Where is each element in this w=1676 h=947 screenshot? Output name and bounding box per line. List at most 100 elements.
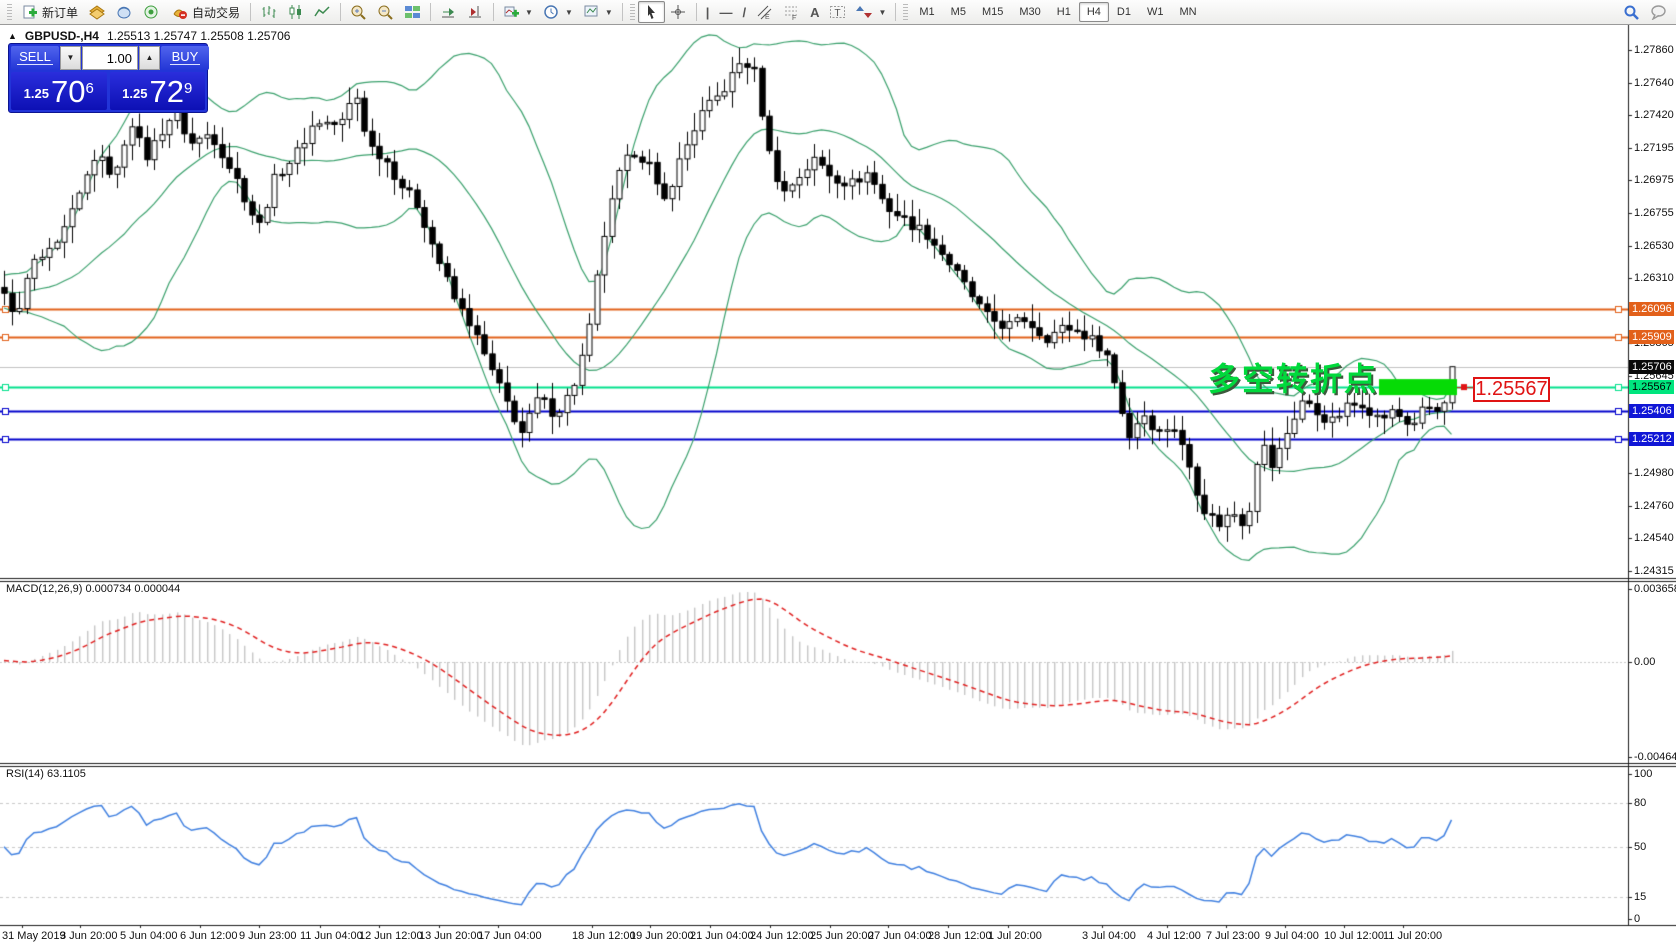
time-tick-label: 1 Jul 20:00	[988, 930, 1042, 942]
line-chart-button[interactable]	[309, 1, 336, 23]
rsi-axis-label: 100	[1634, 768, 1653, 780]
text-label-tool-button[interactable]: T	[824, 1, 851, 23]
svg-text:E: E	[765, 14, 770, 20]
oneclick-collapse-arrow[interactable]: ▲	[8, 31, 17, 41]
one-click-trading-panel: SELL ▼ ▲ BUY 1.25 70 6 1.25 72 9	[8, 43, 209, 113]
svg-text:T: T	[835, 8, 841, 19]
volume-decrease-button[interactable]: ▼	[60, 46, 81, 70]
svg-text:F: F	[792, 15, 796, 20]
chart-shift-button[interactable]	[462, 1, 489, 23]
vertical-line-tool-button[interactable]: |	[701, 1, 715, 23]
crosshair-tool-button[interactable]	[665, 1, 692, 23]
bar-chart-icon	[262, 6, 276, 18]
rsi-axis-label: 80	[1634, 797, 1647, 809]
templates-button[interactable]: ▼	[578, 1, 618, 23]
zoom-in-button[interactable]	[345, 1, 372, 23]
zoom-out-button[interactable]	[372, 1, 399, 23]
volume-input[interactable]	[82, 46, 138, 70]
search-icon	[1624, 5, 1639, 20]
fibonacci-icon: F	[785, 6, 798, 20]
indicators-button[interactable]: ▼	[498, 1, 538, 23]
price-tick-label: 1.27420	[1634, 109, 1674, 121]
terminal-icon	[117, 6, 131, 19]
autotrading-label: 自动交易	[192, 5, 241, 20]
sell-price-big: 70	[50, 74, 86, 109]
timeframe-d1-button[interactable]: D1	[1116, 6, 1131, 18]
time-tick-label: 9 Jun 23:00	[239, 930, 297, 942]
auto-scroll-button[interactable]	[435, 1, 462, 23]
toolbar-grip	[7, 4, 12, 20]
timeframe-m5-button[interactable]: M5	[950, 6, 966, 18]
macd-indicator-label: MACD(12,26,9) 0.000734 0.000044	[6, 583, 181, 595]
buy-price-pip: 9	[183, 80, 193, 97]
buy-price-tile[interactable]: 1.25 72 9	[109, 72, 205, 110]
fibonacci-tool-button[interactable]: F	[778, 1, 805, 23]
chart-ohlc-values: 1.25513 1.25747 1.25508 1.25706	[106, 29, 291, 43]
trendline-tool-button[interactable]: /	[737, 1, 751, 23]
tile-windows-button[interactable]	[399, 1, 426, 23]
chat-button[interactable]	[1645, 1, 1672, 23]
new-order-button[interactable]: 新订单	[15, 1, 84, 23]
price-callout-label[interactable]: 1.25567	[1473, 377, 1550, 402]
sell-button[interactable]: SELL	[11, 46, 59, 70]
toolbar-grip	[903, 4, 909, 20]
data-center-button[interactable]	[138, 1, 165, 23]
autotrading-button[interactable]: 自动交易	[165, 1, 246, 23]
bar-chart-button[interactable]	[255, 1, 282, 23]
time-tick-label: 27 Jun 04:00	[868, 930, 932, 942]
price-level-tag: 1.25909	[1629, 329, 1674, 344]
price-tick-label: 1.24315	[1634, 564, 1674, 577]
indicators-dropdown-arrow[interactable]: ▼	[525, 7, 533, 17]
sell-price-tile[interactable]: 1.25 70 6	[11, 72, 107, 110]
search-button[interactable]	[1618, 1, 1645, 23]
crosshair-icon	[670, 5, 685, 19]
chart-symbol-period: GBPUSD-,H4	[24, 29, 99, 43]
price-level-tag: 1.25567	[1629, 380, 1674, 395]
buy-button[interactable]: BUY	[161, 46, 209, 70]
channel-tool-button[interactable]: E	[751, 1, 778, 23]
price-tick-label: 1.24540	[1634, 531, 1674, 544]
price-level-tag: 1.25406	[1629, 403, 1674, 418]
tile-windows-icon	[405, 6, 421, 18]
volume-increase-button[interactable]: ▲	[139, 46, 160, 70]
templates-dropdown-arrow[interactable]: ▼	[604, 7, 613, 17]
timeframe-h4-button[interactable]: H4	[1078, 2, 1109, 22]
timeframe-m1-button[interactable]: M1	[919, 6, 935, 18]
time-tick-label: 4 Jul 12:00	[1147, 930, 1201, 942]
zoom-in-icon	[351, 5, 366, 20]
timeframe-h1-button[interactable]: H1	[1056, 6, 1071, 18]
price-tick-label: 1.24760	[1634, 499, 1674, 512]
arrows-dropdown-arrow[interactable]: ▼	[878, 7, 887, 17]
main-toolbar: 新订单 自动交易 ▼ ▼ ▼ | — / E F A T ▼ M1 M5 M15 M3…	[0, 0, 1676, 25]
periods-dropdown-arrow[interactable]: ▼	[564, 7, 573, 17]
cursor-tool-button[interactable]	[637, 1, 665, 23]
text-label-icon: T	[830, 6, 846, 19]
arrows-tool-button[interactable]: ▼	[851, 1, 891, 23]
timeframe-m30-button[interactable]: M30	[1019, 6, 1041, 18]
profiles-icon	[89, 5, 105, 20]
trendline-icon: /	[742, 4, 747, 20]
timeframe-m15-button[interactable]: M15	[981, 6, 1004, 18]
horizontal-line-tool-button[interactable]: —	[714, 1, 737, 23]
time-tick-label: 7 Jul 23:00	[1206, 930, 1260, 942]
chart-annotation-text[interactable]: 多空转折点	[1208, 361, 1379, 397]
timeframe-mn-button[interactable]: MN	[1179, 6, 1197, 18]
time-tick-label: 18 Jun 12:00	[572, 930, 636, 942]
price-tick-label: 1.26530	[1634, 239, 1674, 252]
time-tick-label: 13 Jun 20:00	[419, 930, 483, 942]
profiles-button[interactable]	[84, 1, 111, 23]
horizontal-line-icon: —	[719, 4, 733, 20]
text-tool-button[interactable]: A	[805, 1, 824, 23]
time-tick-label: 17 Jun 04:00	[478, 930, 542, 942]
zoom-out-icon	[378, 5, 393, 20]
indicators-icon	[504, 6, 520, 17]
chat-icon	[1651, 5, 1666, 20]
periods-clock-icon	[544, 5, 558, 19]
periods-button[interactable]: ▼	[538, 1, 578, 23]
timeframe-w1-button[interactable]: W1	[1146, 6, 1164, 18]
candlestick-chart-button[interactable]	[282, 1, 309, 23]
terminal-button[interactable]	[111, 1, 138, 23]
channel-icon: E	[757, 5, 772, 20]
rsi-axis-label: 0	[1634, 913, 1641, 925]
chart-canvas[interactable]	[0, 25, 1676, 947]
